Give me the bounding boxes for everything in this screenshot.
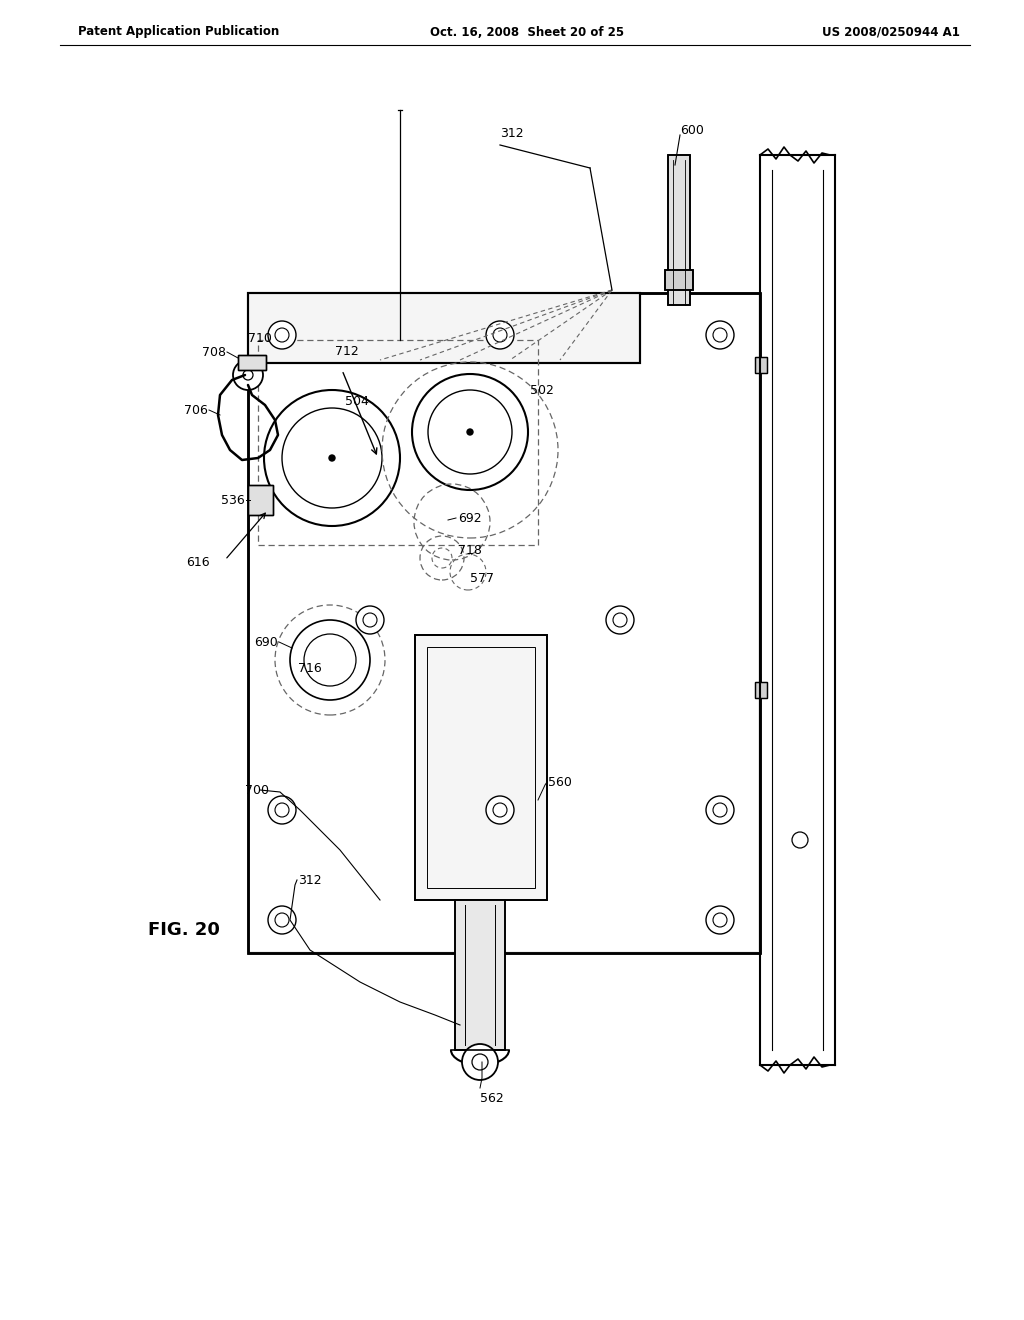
Bar	[238, 355, 266, 370]
Bar	[248, 293, 760, 953]
Bar	[248, 484, 273, 515]
Text: 312: 312	[500, 127, 523, 140]
Bar	[415, 635, 547, 900]
Text: 560: 560	[548, 776, 571, 788]
Circle shape	[282, 408, 382, 508]
Bar	[665, 271, 693, 290]
Circle shape	[268, 321, 296, 348]
Bar	[668, 154, 690, 305]
Text: 600: 600	[680, 124, 703, 136]
Text: 692: 692	[458, 511, 481, 524]
Text: Patent Application Publication: Patent Application Publication	[78, 25, 280, 38]
Text: 706: 706	[184, 404, 208, 417]
Bar	[665, 271, 693, 290]
Bar	[455, 900, 505, 1049]
Circle shape	[329, 455, 335, 461]
Bar	[248, 293, 760, 953]
Bar	[248, 293, 640, 363]
Text: 690: 690	[254, 635, 278, 648]
Circle shape	[243, 370, 253, 380]
Bar	[250, 294, 758, 950]
Circle shape	[356, 606, 384, 634]
Bar	[258, 341, 538, 545]
Bar	[755, 682, 767, 698]
Text: 504: 504	[345, 395, 369, 408]
Bar	[668, 154, 690, 305]
Circle shape	[713, 913, 727, 927]
Text: 700: 700	[245, 784, 269, 796]
Circle shape	[486, 321, 514, 348]
Text: 536: 536	[221, 494, 245, 507]
Circle shape	[290, 620, 370, 700]
Text: 716: 716	[298, 661, 322, 675]
Circle shape	[412, 374, 528, 490]
Text: 312: 312	[298, 874, 322, 887]
Bar	[238, 355, 266, 370]
Circle shape	[606, 606, 634, 634]
Bar	[455, 900, 505, 1049]
Circle shape	[472, 1053, 488, 1071]
Circle shape	[493, 803, 507, 817]
Text: 502: 502	[530, 384, 554, 396]
Circle shape	[713, 803, 727, 817]
Circle shape	[462, 1044, 498, 1080]
Circle shape	[428, 389, 512, 474]
Bar	[427, 647, 535, 888]
Text: 616: 616	[186, 556, 210, 569]
Text: 562: 562	[480, 1092, 504, 1105]
Circle shape	[268, 906, 296, 935]
Circle shape	[268, 796, 296, 824]
Bar	[755, 356, 767, 374]
Circle shape	[275, 913, 289, 927]
Bar	[248, 293, 640, 363]
Bar	[248, 484, 273, 515]
Text: 708: 708	[202, 346, 226, 359]
Text: FIG. 20: FIG. 20	[148, 921, 220, 939]
Text: 712: 712	[335, 345, 358, 358]
Circle shape	[264, 389, 400, 525]
Text: 577: 577	[470, 572, 494, 585]
Text: 710: 710	[248, 333, 272, 345]
Text: US 2008/0250944 A1: US 2008/0250944 A1	[822, 25, 961, 38]
Circle shape	[706, 321, 734, 348]
Circle shape	[275, 327, 289, 342]
Circle shape	[713, 327, 727, 342]
Circle shape	[233, 360, 263, 389]
Circle shape	[362, 612, 377, 627]
Bar	[755, 682, 767, 698]
Circle shape	[493, 327, 507, 342]
Text: Oct. 16, 2008  Sheet 20 of 25: Oct. 16, 2008 Sheet 20 of 25	[430, 25, 624, 38]
Circle shape	[706, 906, 734, 935]
Circle shape	[304, 634, 356, 686]
Circle shape	[467, 429, 473, 436]
Circle shape	[275, 803, 289, 817]
Circle shape	[613, 612, 627, 627]
Circle shape	[792, 832, 808, 847]
Circle shape	[486, 796, 514, 824]
Bar	[415, 635, 547, 900]
Text: 718: 718	[458, 544, 482, 557]
Circle shape	[706, 796, 734, 824]
Bar	[755, 356, 767, 374]
